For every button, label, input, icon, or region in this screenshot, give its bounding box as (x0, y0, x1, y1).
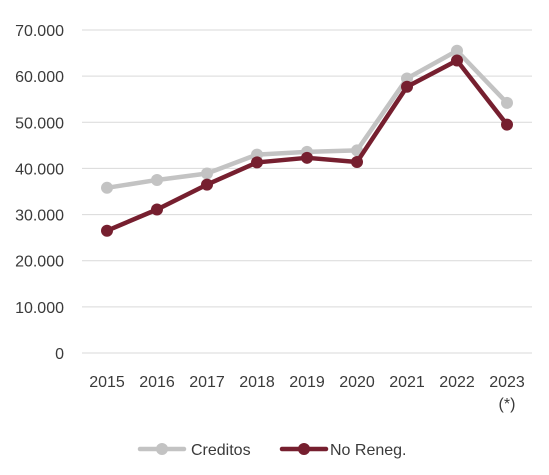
x-tick-label: 2022 (439, 374, 475, 391)
data-point (151, 173, 163, 186)
legend-marker-1 (156, 443, 168, 455)
y-tick-label: 20.000 (15, 254, 64, 271)
y-tick-label: 70.000 (15, 23, 64, 40)
legend-label-1: Creditos (191, 442, 251, 459)
series (101, 44, 513, 237)
y-tick-label: 30.000 (15, 208, 64, 225)
data-point (501, 96, 513, 109)
data-point (251, 156, 263, 169)
series-line-1 (104, 48, 510, 191)
legend-marker-2 (298, 443, 310, 455)
y-tick-label: 40.000 (15, 161, 64, 178)
x-tick-label: 2023 (*) (489, 374, 525, 413)
data-point (451, 44, 463, 57)
series-line-2 (104, 58, 510, 233)
x-tick-label: 2015 (89, 374, 125, 391)
data-point (351, 155, 363, 168)
axes: 0 10.000 20.000 30.000 40.000 50.000 60.000 70.… (15, 23, 525, 413)
y-tick-label: 50.000 (15, 115, 64, 132)
data-point (151, 203, 163, 216)
x-tick-label: 2021 (389, 374, 425, 391)
y-tick-label: 0 (55, 346, 64, 363)
y-tick-label: 60.000 (15, 69, 64, 86)
gridlines (82, 29, 532, 354)
data-point (301, 151, 313, 164)
y-tick-label: 10.000 (15, 300, 64, 317)
data-point (101, 181, 113, 194)
data-point (451, 54, 463, 67)
data-point (501, 118, 513, 131)
data-point (201, 167, 213, 180)
data-point (401, 80, 413, 93)
x-tick-label: 2018 (239, 374, 275, 391)
x-tick-label: 2017 (189, 374, 225, 391)
x-tick-label: 2016 (139, 374, 175, 391)
legend: Creditos No Reneg. (137, 442, 407, 459)
x-tick-label: 2019 (289, 374, 325, 391)
data-point (201, 178, 213, 191)
data-point (401, 72, 413, 85)
legend-label-2: No Reneg. (330, 442, 407, 459)
x-tick-label: 2020 (339, 374, 375, 391)
data-point (101, 224, 113, 237)
